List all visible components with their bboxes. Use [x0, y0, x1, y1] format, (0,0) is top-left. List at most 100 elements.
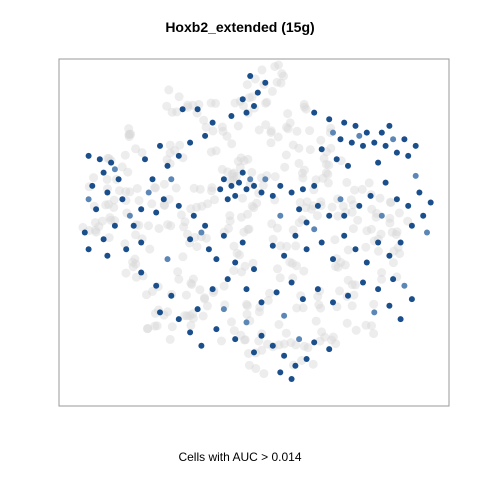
- background-cell-point: [225, 211, 235, 221]
- background-cell-point: [247, 92, 257, 102]
- background-cell-point: [106, 215, 116, 225]
- background-cell-point: [185, 311, 195, 321]
- background-cell-point: [295, 198, 305, 207]
- auc-cell-point: [401, 136, 408, 143]
- background-cell-point: [165, 334, 175, 344]
- auc-cell-point: [224, 196, 231, 203]
- background-cell-point: [206, 98, 216, 108]
- background-cell-point: [150, 321, 160, 331]
- auc-cell-point: [251, 266, 257, 273]
- auc-cell-point: [352, 246, 359, 253]
- background-cell-point: [272, 77, 282, 87]
- background-cell-point: [327, 202, 337, 212]
- background-cell-point: [200, 294, 210, 304]
- auc-cell-point: [269, 342, 276, 349]
- background-cell-point: [239, 227, 249, 237]
- background-cell-point: [236, 153, 246, 163]
- auc-cell-point: [296, 206, 303, 213]
- background-cell-point: [101, 200, 111, 210]
- background-cell-point: [305, 145, 315, 155]
- background-cell-point: [242, 80, 252, 90]
- background-cell-point: [248, 258, 258, 268]
- background-cell-point: [299, 266, 309, 276]
- auc-cell-point: [239, 169, 246, 176]
- background-cell-point: [268, 234, 278, 244]
- background-cell-point: [403, 216, 413, 226]
- background-cell-point: [210, 195, 219, 205]
- background-cell-point: [265, 288, 274, 298]
- auc-cell-point: [299, 296, 306, 303]
- background-cell-point: [333, 211, 343, 221]
- auc-cell-point: [345, 292, 351, 299]
- auc-cell-point: [190, 212, 197, 219]
- auc-cell-point: [303, 356, 310, 362]
- auc-cell-point: [81, 229, 88, 236]
- auc-cell-point: [243, 109, 250, 116]
- auc-cell-point: [232, 259, 239, 266]
- background-cell-point: [281, 328, 291, 338]
- background-cell-point: [124, 132, 134, 142]
- background-cell-point: [232, 171, 242, 181]
- auc-cell-point: [292, 362, 299, 369]
- background-cell-point: [147, 286, 157, 296]
- background-cell-point: [340, 260, 350, 270]
- background-cell-point: [179, 222, 189, 232]
- background-cell-point: [120, 239, 130, 249]
- auc-cell-point: [157, 309, 163, 316]
- auc-cell-point: [326, 116, 333, 123]
- background-cell-point: [110, 216, 120, 225]
- background-cell-point: [227, 317, 236, 327]
- background-cell-point: [233, 156, 243, 166]
- background-cell-point: [244, 349, 253, 358]
- background-cell-point: [188, 274, 198, 284]
- background-cell-point: [227, 169, 237, 179]
- background-cell-point: [123, 167, 133, 177]
- background-cell-point: [351, 325, 361, 335]
- background-cell-point: [330, 235, 340, 245]
- background-cell-point: [243, 209, 252, 219]
- background-cell-point: [159, 179, 169, 189]
- background-cell-point: [254, 336, 264, 346]
- background-cell-point: [338, 201, 348, 211]
- auc-cell-point: [292, 232, 299, 239]
- auc-cell-point: [311, 226, 318, 233]
- auc-cell-point: [202, 132, 209, 139]
- auc-cell-point: [262, 79, 269, 86]
- background-cell-point: [297, 168, 307, 178]
- auc-cell-point: [416, 189, 423, 196]
- auc-cell-point: [330, 299, 336, 306]
- auc-cell-point: [386, 122, 393, 129]
- auc-cell-point: [194, 306, 201, 313]
- background-cell-point: [240, 335, 250, 345]
- auc-cell-point: [228, 182, 235, 189]
- background-cell-point: [187, 280, 197, 289]
- background-cell-point: [257, 345, 267, 355]
- background-cell-point: [335, 286, 344, 296]
- background-cell-point: [391, 230, 401, 239]
- auc-cell-point: [138, 239, 145, 246]
- background-cell-point: [131, 144, 141, 154]
- auc-cell-point: [111, 222, 118, 229]
- background-cell-point: [320, 332, 330, 342]
- background-cell-point: [109, 195, 119, 205]
- auc-cell-point: [164, 256, 171, 263]
- background-cell-point: [172, 107, 182, 117]
- background-cell-point: [279, 339, 289, 349]
- auc-cell-point: [390, 136, 397, 143]
- background-cell-point: [276, 241, 285, 251]
- auc-cell-point: [382, 142, 389, 149]
- auc-cell-point: [299, 186, 306, 193]
- auc-cell-point: [85, 152, 92, 159]
- auc-cell-point: [318, 146, 325, 153]
- background-cell-point: [124, 130, 134, 140]
- auc-cell-point: [239, 239, 246, 246]
- background-cell-point: [267, 219, 277, 229]
- auc-cell-point: [363, 129, 370, 136]
- auc-cell-point: [412, 142, 419, 149]
- auc-cell-point: [401, 282, 408, 289]
- background-cell-point: [259, 369, 269, 379]
- background-cell-point: [244, 224, 254, 234]
- background-cell-point: [263, 295, 273, 305]
- auc-cell-point: [194, 106, 201, 113]
- background-cell-point: [242, 309, 252, 319]
